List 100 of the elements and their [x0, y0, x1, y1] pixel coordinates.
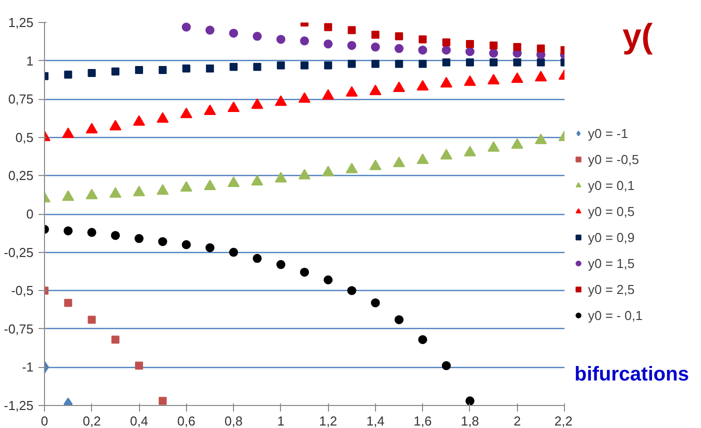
x-tick-label: 1,8	[460, 414, 479, 428]
x-tick-label: 2,2	[554, 414, 573, 428]
point	[109, 120, 122, 130]
legend-label: y0 = 0,9	[588, 230, 635, 244]
point	[88, 316, 96, 324]
y-tick-label: -1,25	[4, 398, 34, 413]
point	[324, 23, 332, 32]
point	[418, 35, 427, 44]
point	[276, 61, 285, 70]
point	[369, 84, 382, 96]
y-tick-label: 0,25	[8, 168, 34, 184]
point	[416, 154, 429, 164]
legend-label: y0 = 1,5	[588, 256, 635, 270]
point	[513, 43, 522, 52]
point	[182, 64, 190, 72]
y-tick-label: 1,25	[8, 15, 34, 30]
point	[534, 134, 547, 144]
x-tick-label: 0,2	[82, 414, 101, 428]
point	[394, 315, 404, 324]
point	[348, 26, 356, 34]
y-tick-label: -0,5	[11, 283, 34, 298]
text: y(	[622, 18, 654, 56]
point	[204, 180, 216, 190]
point	[513, 58, 522, 66]
point	[511, 72, 524, 83]
point	[393, 156, 406, 168]
point	[180, 181, 192, 192]
point	[111, 336, 120, 344]
point	[251, 174, 264, 186]
x-tick-label: 1	[277, 414, 284, 428]
point	[511, 138, 524, 149]
y-tick-label: -0,25	[4, 244, 34, 260]
point	[466, 58, 474, 66]
point	[230, 62, 238, 71]
point	[206, 64, 214, 72]
point	[371, 30, 380, 39]
point	[346, 162, 358, 174]
y-tick-label: 0,75	[8, 92, 34, 107]
point	[418, 46, 428, 55]
point	[135, 362, 144, 370]
point	[370, 42, 380, 52]
point	[135, 66, 144, 74]
point	[158, 396, 167, 405]
point	[347, 286, 356, 296]
point	[158, 237, 168, 246]
point	[394, 44, 404, 54]
point	[276, 260, 286, 270]
point	[371, 60, 380, 68]
point	[465, 396, 474, 406]
point	[322, 166, 334, 176]
legend-label: y0 = -0,5	[588, 152, 639, 166]
point	[62, 127, 74, 138]
point	[298, 168, 310, 180]
point	[440, 148, 452, 160]
point	[87, 228, 96, 237]
x-tick-label: 0	[40, 414, 48, 428]
point	[488, 141, 500, 152]
point	[442, 58, 450, 66]
point	[324, 39, 333, 48]
legend-label: y0 = - 0,1	[588, 308, 643, 322]
point	[418, 335, 428, 344]
x-tick-label: 2	[514, 414, 521, 428]
point	[300, 268, 309, 277]
point	[229, 248, 238, 257]
x-tick-label: 1,2	[319, 414, 338, 428]
point	[442, 38, 450, 46]
point	[88, 69, 96, 78]
point	[464, 146, 476, 156]
point	[228, 101, 240, 112]
point	[416, 80, 429, 91]
point	[418, 60, 427, 68]
point	[182, 22, 191, 32]
point	[536, 44, 545, 53]
point	[298, 92, 310, 103]
point	[324, 61, 332, 70]
x-tick-label: 0,6	[177, 414, 196, 428]
legend-label: y0 = 2,5	[588, 282, 635, 296]
point	[252, 32, 262, 41]
point	[156, 184, 169, 195]
point	[182, 240, 191, 250]
point	[440, 76, 452, 88]
point	[204, 104, 216, 116]
point	[490, 58, 498, 66]
point	[370, 298, 380, 308]
point	[64, 70, 72, 79]
y-tick-label: 1	[26, 53, 34, 68]
point	[205, 243, 214, 252]
x-tick-label: 0,4	[130, 414, 148, 428]
point	[348, 60, 356, 68]
point	[205, 26, 214, 35]
y-tick-label: 0,5	[15, 130, 34, 145]
point	[111, 68, 120, 76]
point	[346, 86, 358, 97]
x-tick-label: 1,4	[366, 414, 384, 428]
point	[180, 108, 192, 118]
point	[442, 361, 451, 370]
point	[228, 176, 240, 188]
point	[536, 58, 545, 66]
point	[395, 60, 404, 68]
x-tick-label: 1,6	[414, 414, 432, 428]
